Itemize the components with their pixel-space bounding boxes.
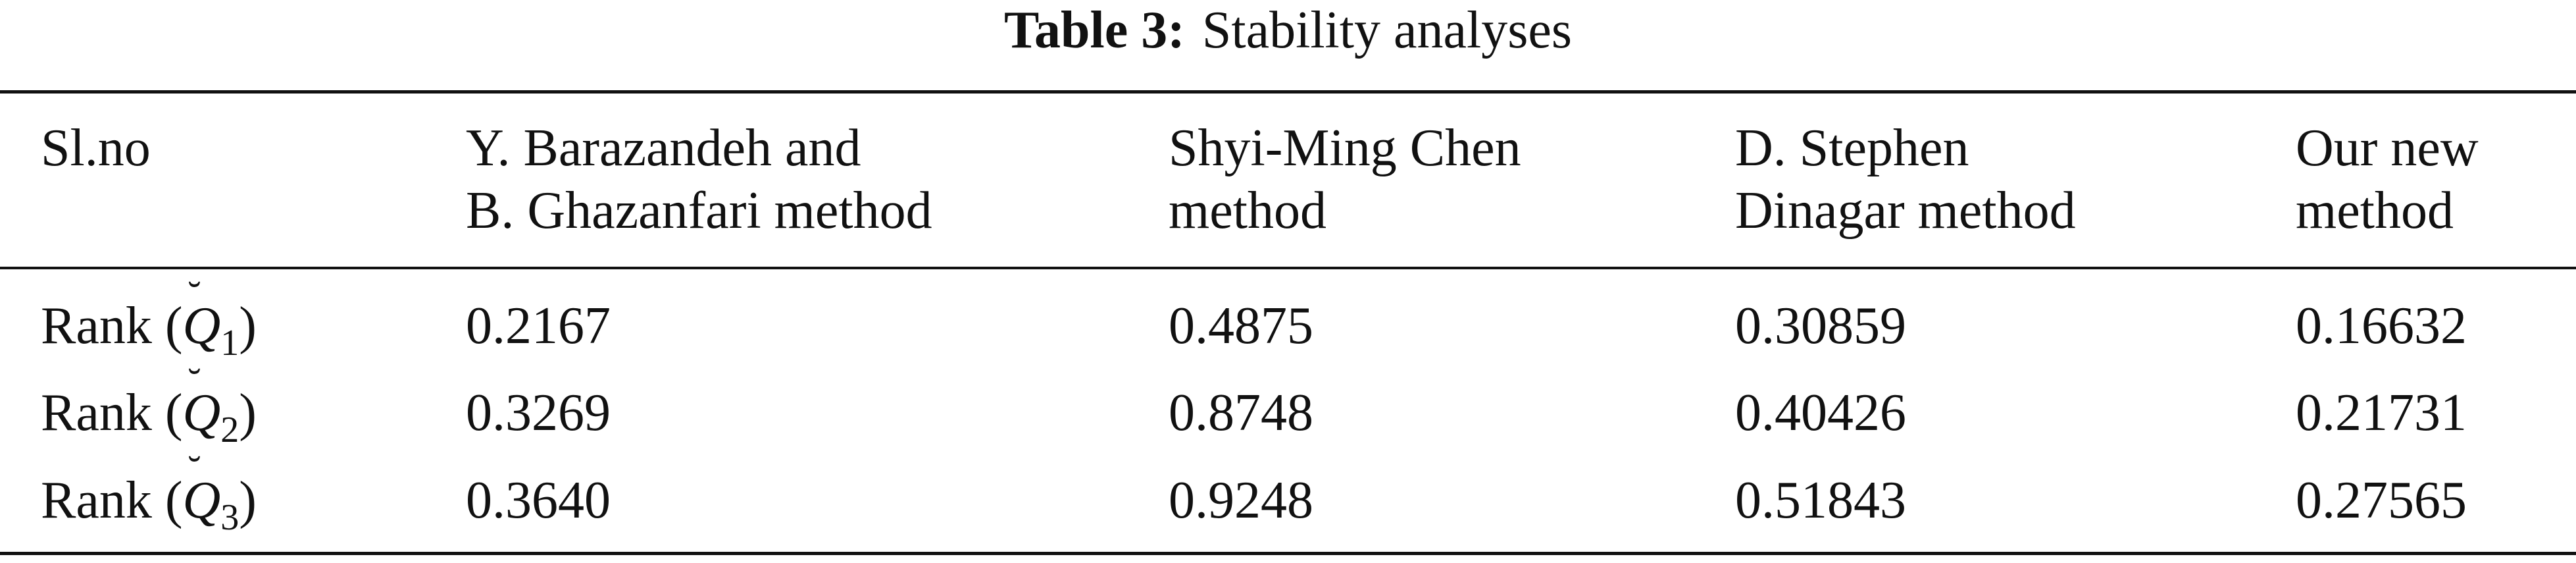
rank-prefix: Rank ( [41, 297, 183, 355]
table-cell: 0.2167 [466, 297, 611, 355]
rank-prefix: Rank ( [41, 384, 183, 442]
q-letter: Q [182, 471, 221, 529]
table-cell: 0.4875 [1169, 297, 1313, 355]
header-chen-method: Shyi-Ming Chen method [1169, 117, 1521, 242]
table-cell: 0.3640 [466, 471, 611, 529]
table-caption-title: Stability analyses [1201, 1, 1573, 59]
q-subscript: 2 [220, 410, 240, 450]
header-text-line: Y. Barazandeh and [466, 119, 861, 177]
rank-suffix: ) [239, 384, 257, 442]
table-cell: 0.8748 [1169, 384, 1313, 442]
table-row-label: Rank (Q ˘ 2) [41, 361, 257, 450]
table-row-label: Rank (Q ˘ 1) [41, 274, 257, 363]
rank-prefix: Rank ( [41, 471, 183, 529]
q-subscript: 1 [220, 323, 240, 363]
table-cell: 0.27565 [2296, 471, 2467, 529]
header-text-line: method [1169, 182, 1326, 240]
breve-accent: ˘ [188, 361, 201, 404]
bottom-rule [0, 552, 2576, 555]
q-letter: Q [182, 297, 221, 355]
top-rule [0, 90, 2576, 94]
header-sl-no: Sl.no [41, 117, 151, 180]
q-letter: Q [182, 384, 221, 442]
rank-suffix: ) [239, 297, 257, 355]
q-symbol: Q ˘ [182, 448, 221, 532]
table-cell: 0.40426 [1735, 384, 1906, 442]
header-dinagar-method: D. Stephen Dinagar method [1735, 117, 2076, 242]
table-row-label: Rank (Q ˘ 3) [41, 448, 257, 538]
header-new-method: Our new method [2296, 117, 2479, 242]
breve-accent: ˘ [188, 274, 201, 317]
table-cell: 0.30859 [1735, 297, 1906, 355]
table-cell: 0.3269 [466, 384, 611, 442]
table-caption-label: Table 3: [1003, 1, 1185, 59]
q-subscript: 3 [220, 497, 240, 538]
header-text-line: B. Ghazanfari method [466, 182, 932, 240]
header-text-line: D. Stephen [1735, 119, 1969, 177]
table-cell: 0.21731 [2296, 384, 2467, 442]
table-cell: 0.9248 [1169, 471, 1313, 529]
header-rule [0, 267, 2576, 269]
table-cell: 0.16632 [2296, 297, 2467, 355]
table-caption: Table 3: Stability analyses [0, 0, 2576, 74]
header-text-line: method [2296, 182, 2454, 240]
header-text-line: Our new [2296, 119, 2479, 177]
table-cell: 0.51843 [1735, 471, 1906, 529]
rank-suffix: ) [239, 471, 257, 529]
header-barazandeh-method: Y. Barazandeh and B. Ghazanfari method [466, 117, 932, 242]
header-text-line: Sl.no [41, 119, 151, 177]
q-symbol: Q ˘ [182, 274, 221, 358]
breve-accent: ˘ [188, 448, 201, 492]
header-text-line: Dinagar method [1735, 182, 2076, 240]
q-symbol: Q ˘ [182, 361, 221, 444]
header-text-line: Shyi-Ming Chen [1169, 119, 1521, 177]
